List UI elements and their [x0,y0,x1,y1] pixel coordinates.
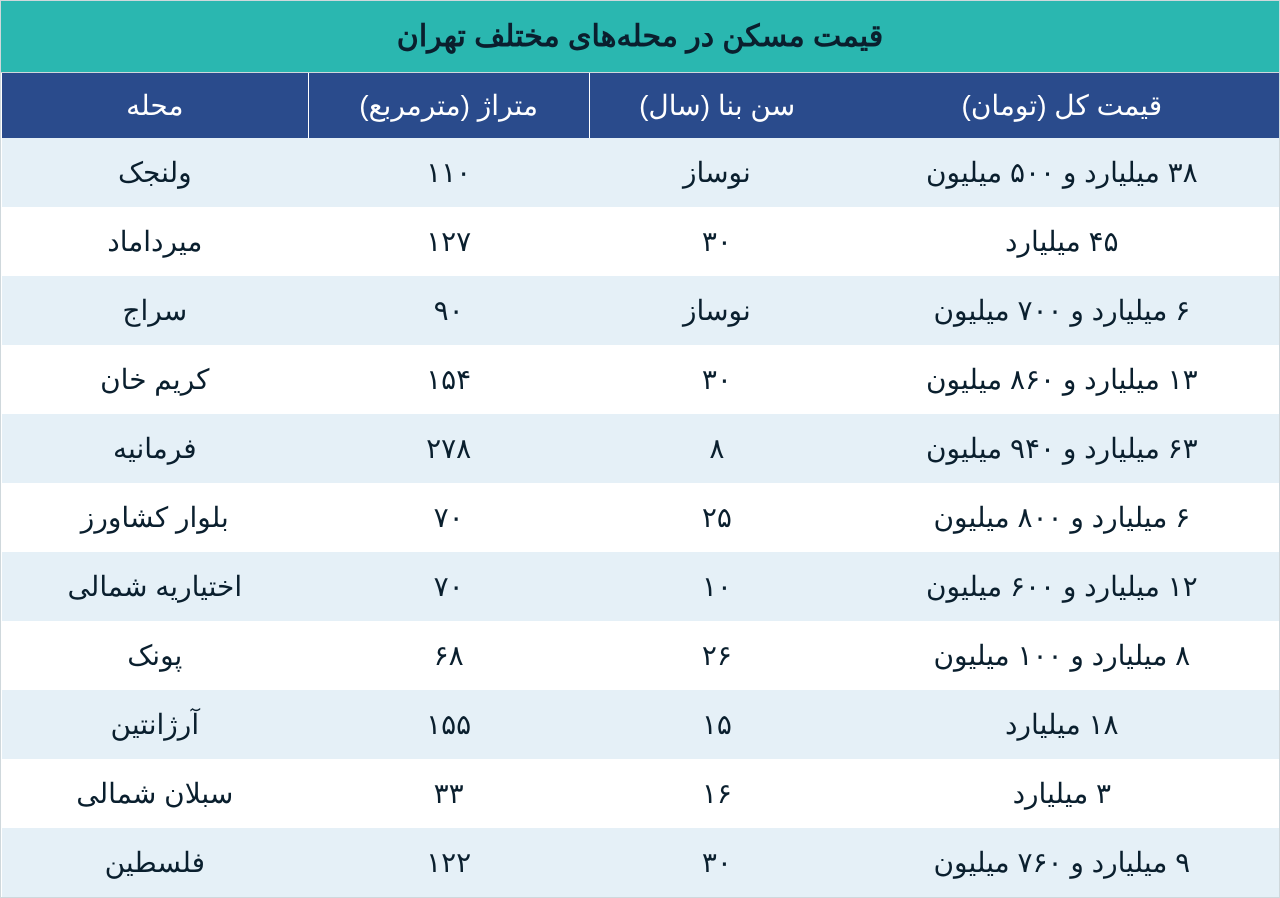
cell-price: ۳ میلیارد [845,759,1279,828]
cell-area: ۳۳ [308,759,589,828]
cell-age: ۳۰ [589,828,845,897]
table-row: ۶۳ میلیارد و ۹۴۰ میلیون ۸ ۲۷۸ فرمانیه [2,414,1280,483]
table-row: ۶ میلیارد و ۷۰۰ میلیون نوساز ۹۰ سراج [2,276,1280,345]
cell-age: ۱۰ [589,552,845,621]
cell-price: ۹ میلیارد و ۷۶۰ میلیون [845,828,1279,897]
cell-area: ۶۸ [308,621,589,690]
header-price: قیمت کل (تومان) [845,73,1279,138]
cell-area: ۷۰ [308,483,589,552]
cell-age: ۲۵ [589,483,845,552]
cell-price: ۶ میلیارد و ۸۰۰ میلیون [845,483,1279,552]
cell-neighborhood: آرژانتین [2,690,309,759]
cell-neighborhood: سراج [2,276,309,345]
table-row: ۱۲ میلیارد و ۶۰۰ میلیون ۱۰ ۷۰ اختیاریه ش… [2,552,1280,621]
table-row: ۳۸ میلیارد و ۵۰۰ میلیون نوساز ۱۱۰ ولنجک [2,138,1280,207]
cell-age: ۱۶ [589,759,845,828]
cell-neighborhood: فرمانیه [2,414,309,483]
cell-price: ۸ میلیارد و ۱۰۰ میلیون [845,621,1279,690]
cell-age: نوساز [589,276,845,345]
header-age: سن بنا (سال) [589,73,845,138]
cell-age: نوساز [589,138,845,207]
table-header-row: قیمت کل (تومان) سن بنا (سال) متراژ (مترم… [2,73,1280,138]
cell-area: ۲۷۸ [308,414,589,483]
cell-age: ۲۶ [589,621,845,690]
table-row: ۱۳ میلیارد و ۸۶۰ میلیون ۳۰ ۱۵۴ کریم خان [2,345,1280,414]
cell-area: ۹۰ [308,276,589,345]
cell-area: ۷۰ [308,552,589,621]
cell-neighborhood: پونک [2,621,309,690]
cell-age: ۱۵ [589,690,845,759]
cell-price: ۶ میلیارد و ۷۰۰ میلیون [845,276,1279,345]
cell-neighborhood: بلوار کشاورز [2,483,309,552]
table-title: قیمت مسکن در محله‌های مختلف تهران [1,1,1279,73]
table-row: ۴۵ میلیارد ۳۰ ۱۲۷ میرداماد [2,207,1280,276]
cell-area: ۱۲۲ [308,828,589,897]
cell-area: ۱۱۰ [308,138,589,207]
table-row: ۹ میلیارد و ۷۶۰ میلیون ۳۰ ۱۲۲ فلسطین [2,828,1280,897]
table-row: ۳ میلیارد ۱۶ ۳۳ سبلان شمالی [2,759,1280,828]
cell-price: ۳۸ میلیارد و ۵۰۰ میلیون [845,138,1279,207]
cell-price: ۴۵ میلیارد [845,207,1279,276]
cell-age: ۳۰ [589,345,845,414]
cell-neighborhood: میرداماد [2,207,309,276]
cell-price: ۶۳ میلیارد و ۹۴۰ میلیون [845,414,1279,483]
header-area: متراژ (مترمربع) [308,73,589,138]
table-row: ۱۸ میلیارد ۱۵ ۱۵۵ آرژانتین [2,690,1280,759]
cell-price: ۱۳ میلیارد و ۸۶۰ میلیون [845,345,1279,414]
housing-price-table: قیمت کل (تومان) سن بنا (سال) متراژ (مترم… [1,73,1279,897]
table-row: ۸ میلیارد و ۱۰۰ میلیون ۲۶ ۶۸ پونک [2,621,1280,690]
header-neighborhood: محله [2,73,309,138]
cell-area: ۱۵۵ [308,690,589,759]
cell-neighborhood: کریم خان [2,345,309,414]
cell-neighborhood: اختیاریه شمالی [2,552,309,621]
cell-neighborhood: ولنجک [2,138,309,207]
cell-area: ۱۲۷ [308,207,589,276]
cell-price: ۱۸ میلیارد [845,690,1279,759]
cell-neighborhood: سبلان شمالی [2,759,309,828]
cell-age: ۸ [589,414,845,483]
cell-age: ۳۰ [589,207,845,276]
cell-price: ۱۲ میلیارد و ۶۰۰ میلیون [845,552,1279,621]
cell-area: ۱۵۴ [308,345,589,414]
price-table-container: قیمت مسکن در محله‌های مختلف تهران قیمت ک… [0,0,1280,898]
table-body: ۳۸ میلیارد و ۵۰۰ میلیون نوساز ۱۱۰ ولنجک … [2,138,1280,897]
cell-neighborhood: فلسطین [2,828,309,897]
table-row: ۶ میلیارد و ۸۰۰ میلیون ۲۵ ۷۰ بلوار کشاور… [2,483,1280,552]
